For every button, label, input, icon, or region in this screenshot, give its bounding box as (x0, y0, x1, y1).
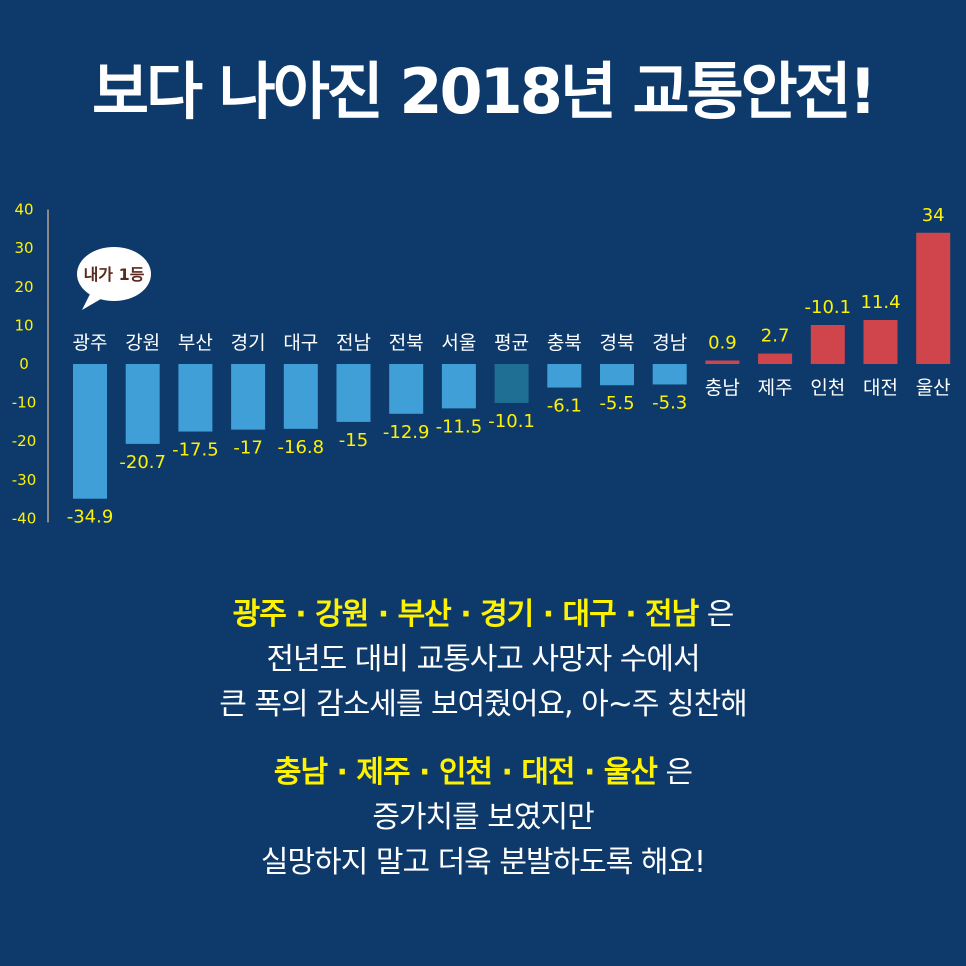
bar-경북 (600, 364, 634, 386)
caption-increase-heading: 충남 · 제주 · 인천 · 대전 · 울산 은 (0, 750, 966, 795)
y-tick-label: 10 (14, 316, 33, 334)
y-tick-label: 0 (19, 355, 29, 373)
callout-text: 내가 1등 (84, 265, 145, 284)
value-label: -34.9 (67, 507, 114, 528)
category-label: 경남 (652, 332, 687, 354)
caption-suffix: 은 (698, 597, 735, 632)
bar-chart: 40 30 20 10 0 -10 -20 -30 -40 광주 -34.9 강원 -20.7 부산 -1… (12, 201, 951, 528)
value-label: -11.5 (436, 416, 483, 437)
category-label: 제주 (758, 377, 793, 399)
category-label: 강원 (125, 332, 160, 354)
bar-강원 (125, 364, 160, 444)
value-label: -6.1 (547, 396, 582, 417)
caption-line: 큰 폭의 감소세를 보여줬어요, 아~주 칭찬해 (219, 687, 748, 722)
bar-전북 (389, 364, 424, 414)
bar-충남 (705, 360, 740, 364)
category-label: 대구 (283, 332, 318, 354)
bar-전남 (336, 364, 371, 422)
caption-suffix: 은 (657, 755, 694, 790)
y-tick-label: -10 (12, 394, 37, 412)
y-tick-label: 40 (14, 201, 33, 219)
category-label: 서울 (441, 332, 476, 354)
value-label: -15 (339, 430, 368, 451)
callout: 내가 1등 (77, 247, 151, 310)
bar-제주 (758, 353, 793, 364)
y-tick-label: -30 (12, 471, 37, 489)
value-label: 2.7 (761, 326, 790, 347)
caption-line: 전년도 대비 교통사고 사망자 수에서 (266, 642, 700, 677)
callout-tail (82, 290, 106, 310)
caption-decrease: 광주 · 강원 · 부산 · 경기 · 대구 · 전남 은 전년도 대비 교통사… (0, 592, 966, 727)
y-tick-label: 30 (14, 239, 33, 257)
caption-decrease-heading: 광주 · 강원 · 부산 · 경기 · 대구 · 전남 은 (0, 592, 966, 637)
bar-서울 (441, 364, 476, 409)
callout-bubble (77, 247, 151, 301)
category-label: 평균 (494, 332, 529, 354)
value-label: -17 (233, 438, 262, 459)
value-label: -5.5 (599, 393, 634, 414)
category-label: 전북 (389, 332, 424, 354)
y-tick-label: -20 (12, 432, 37, 450)
bars: 광주 -34.9 강원 -20.7 부산 -17.5 경기 -17 대구 -16.8 전남 -15 전북… (67, 205, 951, 528)
page-title: 보다 나아진 2018년 교통안전! (92, 55, 877, 128)
value-label: -16.8 (278, 437, 325, 458)
value-label: -12.9 (383, 422, 430, 443)
bar-경기 (231, 364, 266, 430)
bar-경남 (652, 364, 687, 385)
bar-대구 (283, 364, 318, 429)
value-label: -5.3 (652, 392, 687, 413)
category-label: 울산 (916, 377, 951, 399)
category-label: 충북 (547, 332, 582, 354)
value-label: -17.5 (172, 440, 219, 461)
y-tick-label: -40 (12, 509, 37, 527)
bar-광주 (73, 364, 107, 499)
decrease-regions: 광주 · 강원 · 부산 · 경기 · 대구 · 전남 (232, 597, 700, 632)
category-label: 경기 (231, 332, 266, 354)
category-label: 광주 (73, 332, 108, 354)
y-axis: 40 30 20 10 0 -10 -20 -30 -40 (12, 201, 49, 527)
bar-대전 (863, 319, 898, 364)
caption-increase: 충남 · 제주 · 인천 · 대전 · 울산 은 증가치를 보였지만 실망하지 … (0, 750, 966, 885)
category-label: 인천 (810, 377, 845, 399)
caption-line: 증가치를 보였지만 (372, 800, 594, 835)
caption-line: 실망하지 말고 더욱 분발하도록 해요! (260, 845, 706, 880)
category-label: 충남 (705, 377, 740, 399)
value-label: 34 (922, 205, 945, 226)
bar-인천 (810, 325, 845, 364)
value-label: 0.9 (708, 333, 737, 354)
value-label: -10.1 (805, 297, 852, 318)
y-tick-label: 20 (14, 278, 33, 296)
bar-평균 (494, 364, 529, 403)
bar-충북 (547, 364, 582, 388)
value-label: -10.1 (488, 411, 535, 432)
bar-부산 (178, 364, 213, 432)
increase-regions: 충남 · 제주 · 인천 · 대전 · 울산 (273, 755, 658, 790)
category-label: 대전 (863, 377, 898, 399)
value-label: 11.4 (860, 292, 900, 313)
value-label: -20.7 (119, 452, 166, 473)
bar-울산 (916, 232, 951, 364)
category-label: 부산 (178, 332, 213, 354)
category-label: 전남 (336, 332, 371, 354)
category-label: 경북 (600, 332, 635, 354)
